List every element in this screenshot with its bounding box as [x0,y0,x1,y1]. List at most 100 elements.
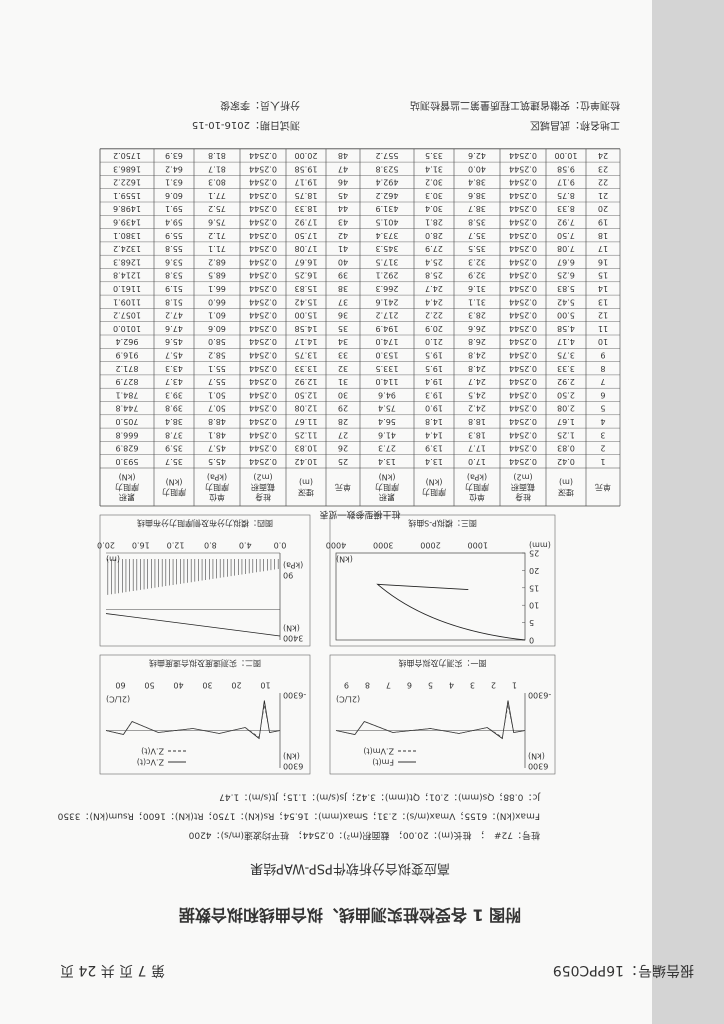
footer-site: 工地名称：武昌城区 [530,119,620,132]
table-cell: 871.2 [116,364,139,373]
table-cell: 41 [338,244,348,253]
column-header: 累积 [379,493,395,503]
table-cell: 0.2544 [509,390,537,399]
table-cell: 28.0 [425,231,443,240]
y-top: 6300 [528,762,548,771]
table-cell: 17 [598,244,608,253]
table-cell: 19.5 [425,350,443,359]
table-cell: 12.08 [295,404,318,413]
table-cell: 133.5 [376,364,399,373]
table-cell: 666.8 [116,430,139,439]
table-cell: 16.25 [295,271,318,280]
table-cell: 56.4 [378,417,396,426]
table-cell: 8.33 [557,204,575,213]
table-cell: 13.75 [295,350,318,359]
table-cell: 66.1 [208,284,226,293]
table-cell: 17.50 [295,231,318,240]
figure-frame [99,514,311,647]
table-cell: 35 [338,324,348,333]
table-cell: 5.83 [557,284,575,293]
table-cell: 21.0 [425,337,443,346]
table-cell: 77.1 [208,191,226,200]
table-cell: 37 [338,297,348,306]
table-cell: 18.8 [468,417,486,426]
table-cell: 66.0 [208,297,226,306]
info-line: Fmax(kN)：6155；Vmax(m/s)：2.31；Smax(mm)：16… [57,811,540,821]
table-cell: 58.0 [208,337,226,346]
table-cell: 0.2544 [249,164,277,173]
table-cell: 53.6 [165,257,183,266]
table-cell: 0.2544 [509,231,537,240]
table-cell: 60.1 [208,311,226,320]
table-cell: 32.3 [468,257,486,266]
x-tick-label: 2000 [420,541,440,550]
table-cell: 17.7 [468,444,486,453]
figure-title: 图一：实测力及拟合曲线 [399,659,487,669]
table-cell: 0.2544 [249,311,277,320]
table-cell: 1010.0 [113,324,141,333]
table-cell: 71.2 [208,231,226,240]
table-cell: 42.6 [468,151,486,160]
y-top: 6300 [283,762,303,771]
table-cell: 48.1 [208,430,226,439]
table-cell: 1324.2 [113,244,141,253]
table-cell: 13.9 [425,444,443,453]
table-cell: 20.9 [425,324,443,333]
table-cell: 0.83 [557,444,575,453]
table-cell: 2.92 [557,377,575,386]
column-header: (m2) [253,473,272,482]
table-cell: 13.33 [295,364,318,373]
table-cell: 30.2 [425,178,443,187]
column-header: 摩阻力 [465,483,489,493]
table-cell: 75.4 [378,404,396,413]
table-cell: 26.6 [468,324,486,333]
table-cell: 2.08 [557,404,575,413]
y-tick-label: 25 [529,549,539,558]
table-cell: 59.1 [165,204,183,213]
table-cell: 8.75 [557,191,575,200]
table-cell: 0.2544 [509,430,537,439]
figure-title: 图四：模拟力分布及侧摩阻力分布曲线 [137,519,273,529]
legend-label: Z.Vm(t) [363,747,394,756]
table-cell: 10.00 [555,151,578,160]
table-cell: 0.2544 [509,178,537,187]
table-cell: 431.9 [376,204,399,213]
page-number: 第 7 页 共 24 页 [60,962,165,979]
table-cell: 35.7 [165,457,183,466]
table-cell: 0.2544 [509,257,537,266]
x-unit: (m) [106,555,120,564]
table-cell: 0.2544 [249,390,277,399]
y-tick-label: 20 [529,566,539,575]
table-cell: 31 [338,377,348,386]
y-mid: 90 [283,571,293,580]
table-cell: 21 [598,191,608,200]
table-cell: 19.3 [425,390,443,399]
table-cell: 3 [600,430,605,439]
table-cell: 38.4 [165,417,183,426]
table-cell: 23 [598,164,608,173]
table-cell: 827.9 [116,377,139,386]
table-cell: 10.42 [295,457,318,466]
table-cell: 18 [598,231,608,240]
table-cell: 0.2544 [509,350,537,359]
table-cell: 3.75 [557,350,575,359]
table-cell: 71.1 [208,244,226,253]
y-unit: (kN) [528,752,545,761]
table-cell: 68.5 [208,271,226,280]
table-cell: 10 [598,337,608,346]
column-header: 单位 [469,493,485,503]
y-tick-label: 15 [529,583,539,592]
table-cell: 47.2 [165,311,183,320]
table-cell: 37.8 [165,430,183,439]
table-cell: 43.7 [165,377,183,386]
column-header: (kN) [166,478,183,487]
legend-label: Z.Vc(t) [137,758,164,767]
table-cell: 13 [598,297,608,306]
table-cell: 45.5 [208,457,226,466]
table-cell: 51.8 [165,297,183,306]
table-cell: 1.25 [557,430,575,439]
column-header: (kN) [119,473,136,482]
table-cell: 18.3 [468,430,486,439]
table-cell: 15 [598,271,608,280]
table-cell: 11 [598,324,608,333]
